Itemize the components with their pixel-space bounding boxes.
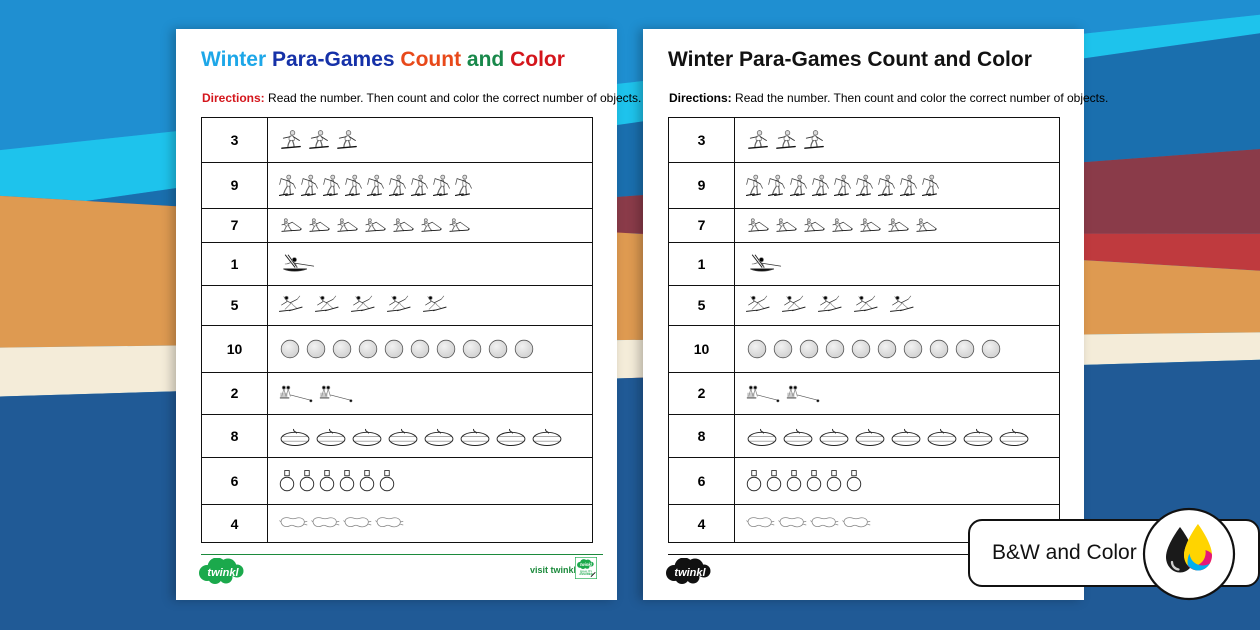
svg-text:twinkl: twinkl <box>207 567 239 579</box>
svg-text:ASSURED: ASSURED <box>579 572 593 576</box>
svg-text:twinkl: twinkl <box>580 562 592 567</box>
svg-text:twinkl: twinkl <box>674 567 706 579</box>
